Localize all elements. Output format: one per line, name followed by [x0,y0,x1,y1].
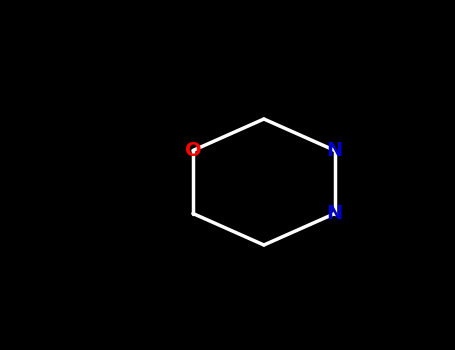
Text: N: N [327,141,343,160]
Text: O: O [185,141,201,160]
Text: N: N [327,204,343,223]
